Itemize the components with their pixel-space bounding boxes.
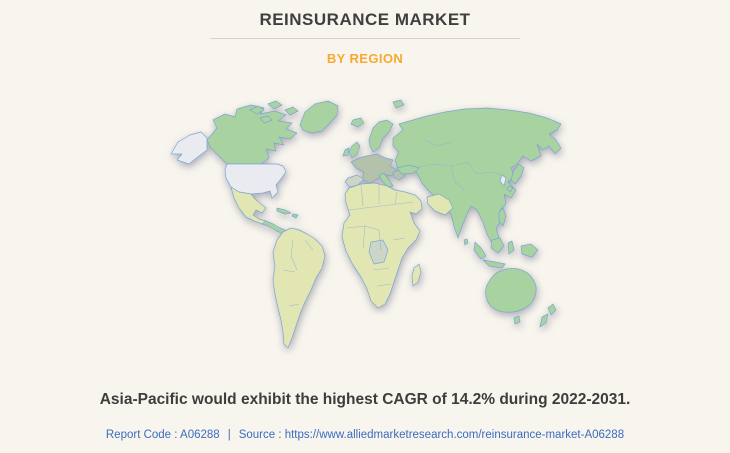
region-tasmania	[513, 315, 521, 325]
region-arctic-islands	[249, 100, 299, 124]
separator-text: |	[227, 429, 231, 441]
report-code-text: Report Code : A06288	[105, 429, 220, 441]
region-iceland	[350, 117, 365, 128]
page-subtitle: BY REGION	[326, 51, 404, 66]
asia-internal-borders	[414, 139, 506, 191]
region-usa	[224, 163, 287, 199]
region-alaska	[170, 131, 208, 165]
region-south-america	[272, 227, 326, 349]
source-link[interactable]: Source : https://www.alliedmarketresearc…	[238, 429, 625, 441]
region-asia-pacific	[392, 107, 562, 246]
region-svalbard	[392, 99, 405, 109]
region-italy	[378, 172, 394, 188]
world-map	[170, 99, 562, 349]
south-america-internal-borders	[282, 239, 314, 307]
region-mexico	[230, 186, 267, 225]
region-turkey	[396, 164, 420, 175]
region-japan	[506, 163, 525, 193]
region-caribbean	[276, 207, 299, 219]
region-indonesia	[473, 237, 539, 269]
region-scandinavia	[368, 119, 394, 153]
region-greenland	[299, 100, 339, 134]
region-arabian-peninsula	[426, 193, 454, 216]
page-title: REINSURANCE MARKET	[259, 10, 471, 29]
region-madagascar	[411, 263, 422, 287]
region-central-africa-patch	[368, 239, 389, 265]
region-korea	[499, 174, 507, 187]
region-philippines	[498, 207, 507, 227]
region-canada	[206, 104, 298, 165]
source-line: Report Code : A06288 | Source : https://ww…	[0, 429, 730, 441]
region-uk-ireland	[342, 141, 361, 159]
africa-internal-borders	[346, 183, 414, 287]
cagr-statement: Asia-Pacific would exhibit the highest C…	[99, 391, 631, 408]
title-divider	[210, 38, 520, 39]
region-new-zealand	[539, 303, 557, 328]
region-australia	[485, 268, 537, 313]
region-sri-lanka	[463, 238, 469, 246]
